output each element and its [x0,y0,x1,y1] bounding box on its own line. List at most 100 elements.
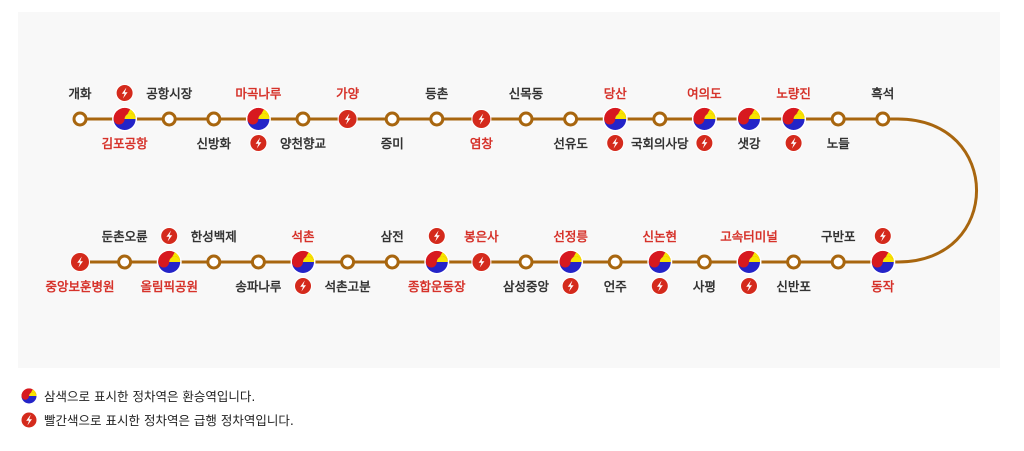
station-김포공항[interactable]: 김포공항 [102,84,149,151]
station-name[interactable]: 동작 [871,279,895,294]
station-개화[interactable]: 개화 [68,86,92,127]
station-name[interactable]: 고속터미널 [720,229,778,244]
station-name[interactable]: 노량진 [776,86,811,101]
station-name[interactable]: 공항시장 [146,86,193,101]
station-사평[interactable]: 사평 [693,254,716,294]
station-name[interactable]: 신반포 [776,279,811,294]
station-dot-icon [696,254,712,270]
express-stop-icon [606,134,625,152]
station-동작[interactable]: 동작 [870,227,896,294]
station-name[interactable]: 양천향교 [280,136,327,151]
station-샛강[interactable]: 샛강 [736,106,762,152]
legend-transfer-text: 삼색으로 표시한 정차역은 환승역입니다. [44,389,256,404]
station-삼전[interactable]: 삼전 [381,229,404,270]
station-name[interactable]: 등촌 [425,86,449,101]
station-여의도[interactable]: 여의도 [687,86,722,152]
station-name[interactable]: 종합운동장 [408,279,466,294]
transfer-station-icon [245,106,271,132]
station-name[interactable]: 샛강 [737,136,761,151]
transfer-station-icon [290,249,316,275]
transfer-station-icon [558,249,584,275]
station-공항시장[interactable]: 공항시장 [146,86,193,127]
station-name[interactable]: 신논현 [643,229,678,244]
transfer-station-icon [736,249,762,275]
station-구반포[interactable]: 구반포 [821,229,856,270]
station-등촌[interactable]: 등촌 [425,86,449,127]
station-양천향교[interactable]: 양천향교 [280,111,327,151]
station-name[interactable]: 신목동 [509,86,544,101]
station-name[interactable]: 선정릉 [553,229,588,244]
express-stop-icon [427,227,446,245]
station-신반포[interactable]: 신반포 [776,254,811,294]
station-name[interactable]: 노들 [827,136,851,151]
station-노량진[interactable]: 노량진 [776,86,811,152]
station-국회의사당[interactable]: 국회의사당 [631,111,689,151]
station-name[interactable]: 석촌 [291,229,315,244]
express-lightning-icon [20,411,38,428]
station-name[interactable]: 봉은사 [464,229,499,244]
station-선정릉[interactable]: 선정릉 [553,229,588,295]
station-염창[interactable]: 염창 [470,109,494,151]
station-고속터미널[interactable]: 고속터미널 [720,229,778,295]
station-name[interactable]: 마곡나루 [235,86,282,101]
route-map-panel [18,12,1000,368]
station-노들[interactable]: 노들 [827,111,851,151]
station-name[interactable]: 석촌고분 [325,279,372,294]
express-stop-icon [740,277,758,295]
station-name[interactable]: 선유도 [553,136,588,151]
station-신방화[interactable]: 신방화 [197,111,232,151]
station-name[interactable]: 흑석 [871,86,894,101]
station-흑석[interactable]: 흑석 [871,86,894,127]
station-name[interactable]: 증미 [381,136,404,151]
station-name[interactable]: 여의도 [687,86,722,101]
station-name[interactable]: 삼성중앙 [503,279,550,294]
station-name[interactable]: 사평 [693,279,716,294]
station-송파나루[interactable]: 송파나루 [235,254,282,294]
station-name[interactable]: 당산 [604,86,628,101]
station-중앙보훈병원[interactable]: 중앙보훈병원 [45,252,115,294]
station-삼성중앙[interactable]: 삼성중앙 [503,254,550,294]
station-둔촌오륜[interactable]: 둔촌오륜 [102,229,149,270]
station-dot-icon [384,111,400,127]
express-stop-icon [650,277,669,295]
station-name[interactable]: 염창 [470,136,494,151]
station-name[interactable]: 김포공항 [102,136,149,151]
station-name[interactable]: 둔촌오륜 [102,229,149,244]
station-name[interactable]: 구반포 [821,229,856,244]
station-종합운동장[interactable]: 종합운동장 [408,227,466,294]
station-마곡나루[interactable]: 마곡나루 [235,86,282,152]
station-석촌[interactable]: 석촌 [290,229,316,295]
station-name[interactable]: 한성백제 [191,229,237,244]
station-name[interactable]: 삼전 [381,229,404,244]
express-station-icon [337,109,358,129]
station-name[interactable]: 올림픽공원 [140,279,198,294]
station-한성백제[interactable]: 한성백제 [191,229,237,270]
transfer-station-icon [112,106,138,132]
express-station-icon [70,252,90,272]
station-봉은사[interactable]: 봉은사 [464,229,499,272]
station-name[interactable]: 중앙보훈병원 [45,279,114,294]
station-가양[interactable]: 가양 [336,86,360,129]
station-name[interactable]: 신방화 [197,136,232,151]
station-dot-icon [340,254,356,270]
station-name[interactable]: 언주 [604,279,628,294]
station-dot-icon [518,254,534,270]
station-name[interactable]: 가양 [336,86,360,101]
station-올림픽공원[interactable]: 올림픽공원 [140,227,198,294]
station-당산[interactable]: 당산 [602,86,628,152]
station-dot-icon [607,254,623,270]
station-name[interactable]: 송파나루 [235,279,282,294]
transfer-station-icon [424,249,450,275]
station-dot-icon [295,111,311,127]
transfer-station-icon [870,249,896,275]
station-name[interactable]: 개화 [68,86,92,101]
station-석촌고분[interactable]: 석촌고분 [325,254,372,294]
express-stop-icon [695,134,714,152]
station-증미[interactable]: 증미 [381,111,404,151]
station-신목동[interactable]: 신목동 [509,86,544,127]
station-언주[interactable]: 언주 [604,254,628,294]
station-선유도[interactable]: 선유도 [553,111,588,151]
express-stop-icon [294,277,312,295]
station-name[interactable]: 국회의사당 [631,136,689,151]
station-신논현[interactable]: 신논현 [643,229,678,295]
